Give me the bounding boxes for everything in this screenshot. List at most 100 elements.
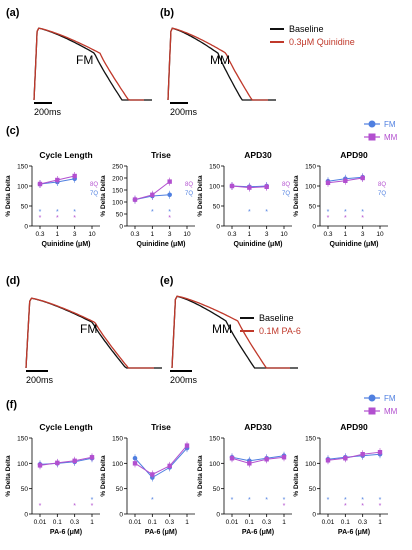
y-tick-label: 150 bbox=[112, 188, 123, 195]
significance-star: * bbox=[327, 497, 330, 504]
n-label-mm: 8Q bbox=[378, 182, 386, 188]
y-tick-label: 150 bbox=[112, 436, 123, 443]
chart-c-0: Cycle Length 0 50 100 150 % Delta Delta 0.3 1 3 1… bbox=[5, 150, 100, 248]
significance-star: * bbox=[361, 209, 364, 216]
y-axis-label: % Delta Delta bbox=[5, 455, 12, 497]
x-tick-label: 1 bbox=[282, 519, 286, 526]
data-point-mm bbox=[325, 180, 331, 185]
panel-label-d: (d) bbox=[6, 275, 20, 287]
significance-star: * bbox=[265, 497, 268, 504]
chart-f-3: APD90 0 50 100 150 % Delta Delta 0.01 0.1 0.3 1 PA… bbox=[293, 422, 388, 536]
legend-c-mm-marker bbox=[368, 133, 376, 141]
significance-star: * bbox=[327, 209, 330, 216]
legend-c-mm-label: MM bbox=[384, 133, 398, 142]
x-axis-label: Quinidine (μM) bbox=[137, 241, 186, 248]
n-label-fm: 7Q bbox=[378, 191, 386, 197]
scale-label-a: 200ms bbox=[34, 107, 62, 117]
data-point-mm bbox=[132, 461, 138, 466]
legend-top: Baseline 0.3μM Quinidine bbox=[270, 24, 355, 47]
n-label-mm: 8Q bbox=[90, 182, 98, 188]
legend-bottom-drug-label: 0.1M PA-6 bbox=[259, 326, 301, 336]
chart-title: APD30 bbox=[244, 422, 272, 432]
chart-c-1: Trise 0 50 100 150 200 250 % Delta Delta 0.3 1 3 10… bbox=[100, 150, 195, 248]
trace-d-name: FM bbox=[80, 322, 97, 336]
x-tick-label: 1 bbox=[90, 519, 94, 526]
x-tick-label: 0.3 bbox=[262, 519, 271, 526]
data-point-mm bbox=[150, 472, 155, 477]
chart-title: Trise bbox=[151, 150, 171, 160]
legend-c-fm-marker bbox=[368, 120, 376, 128]
x-tick-label: 1 bbox=[151, 231, 155, 238]
x-tick-label: 0.1 bbox=[53, 519, 62, 526]
chart-title: APD90 bbox=[340, 150, 368, 160]
x-tick-label: 0.01 bbox=[226, 519, 239, 526]
chart-f-2: APD30 0 50 100 150 % Delta Delta 0.01 0.1 0.3 1 PA… bbox=[197, 422, 292, 536]
data-point-mm bbox=[377, 449, 383, 455]
legend-bottom: Baseline 0.1M PA-6 bbox=[240, 313, 301, 336]
y-tick-label: 50 bbox=[21, 204, 29, 211]
x-tick-label: 3 bbox=[168, 231, 172, 238]
data-point-mm bbox=[343, 456, 348, 461]
y-axis-label: % Delta Delta bbox=[100, 455, 107, 497]
trace-baseline-line bbox=[167, 27, 268, 101]
x-tick-label: 10 bbox=[183, 231, 191, 238]
y-tick-label: 50 bbox=[213, 204, 221, 211]
legend-top-baseline-label: Baseline bbox=[289, 24, 324, 34]
panel-label-c: (c) bbox=[6, 125, 20, 137]
scale-label-e: 200ms bbox=[170, 375, 198, 385]
y-tick-label: 100 bbox=[17, 461, 28, 468]
panel-label-e: (e) bbox=[160, 275, 174, 287]
trace-panel-b bbox=[167, 27, 276, 101]
significance-star: * bbox=[379, 497, 382, 504]
data-point-mm bbox=[89, 455, 95, 460]
legend-bottom-baseline-label: Baseline bbox=[259, 313, 294, 323]
data-point-mm bbox=[167, 179, 172, 184]
significance-star: * bbox=[361, 503, 364, 510]
y-tick-label: 150 bbox=[17, 164, 28, 171]
x-tick-label: 1 bbox=[344, 231, 348, 238]
y-tick-label: 100 bbox=[305, 184, 316, 191]
significance-star: * bbox=[56, 215, 59, 222]
significance-star: * bbox=[231, 497, 234, 504]
y-tick-label: 0 bbox=[24, 224, 28, 231]
x-axis-label: PA-6 (μM) bbox=[50, 529, 82, 536]
chart-c-3: APD90 0 50 100 150 % Delta Delta 0.3 1 3 10 Quinid… bbox=[293, 150, 388, 248]
data-point-mm bbox=[264, 457, 269, 462]
y-axis-label: % Delta Delta bbox=[100, 175, 107, 217]
significance-star: * bbox=[344, 209, 347, 216]
panel-label-a: (a) bbox=[6, 7, 20, 19]
data-point-fm bbox=[167, 192, 172, 198]
x-axis-label: Quinidine (μM) bbox=[42, 241, 91, 248]
y-axis-label: % Delta Delta bbox=[293, 455, 300, 497]
scale-label-b: 200ms bbox=[170, 107, 198, 117]
data-point-mm bbox=[325, 458, 331, 463]
x-tick-label: 1 bbox=[248, 231, 252, 238]
significance-star: * bbox=[283, 503, 286, 510]
x-axis-label: PA-6 (μM) bbox=[338, 529, 370, 536]
significance-star: * bbox=[248, 209, 251, 216]
y-tick-label: 50 bbox=[309, 486, 317, 493]
series-line-mm bbox=[231, 456, 285, 464]
y-tick-label: 50 bbox=[116, 486, 124, 493]
chart-title: APD30 bbox=[244, 150, 272, 160]
y-tick-label: 100 bbox=[209, 184, 220, 191]
x-tick-label: 0.01 bbox=[129, 519, 142, 526]
data-point-mm bbox=[72, 458, 77, 463]
legend-f: FM MM bbox=[364, 394, 398, 416]
data-point-mm bbox=[37, 181, 43, 187]
chart-title: Cycle Length bbox=[39, 422, 92, 432]
trace-panel-e bbox=[171, 295, 298, 369]
y-tick-label: 0 bbox=[119, 512, 123, 519]
series-line-mm bbox=[134, 445, 188, 476]
trace-e-name: MM bbox=[212, 322, 232, 336]
trace-a-name: FM bbox=[76, 53, 93, 67]
y-tick-label: 150 bbox=[209, 164, 220, 171]
legend-c-fm-label: FM bbox=[384, 120, 396, 129]
x-tick-label: 0.3 bbox=[323, 231, 332, 238]
data-point-mm bbox=[184, 443, 190, 448]
x-tick-label: 0.3 bbox=[227, 231, 236, 238]
trace-b-name: MM bbox=[210, 53, 230, 67]
chart-title: Cycle Length bbox=[39, 150, 92, 160]
y-tick-label: 150 bbox=[305, 164, 316, 171]
legend-f-mm-marker bbox=[368, 407, 376, 415]
